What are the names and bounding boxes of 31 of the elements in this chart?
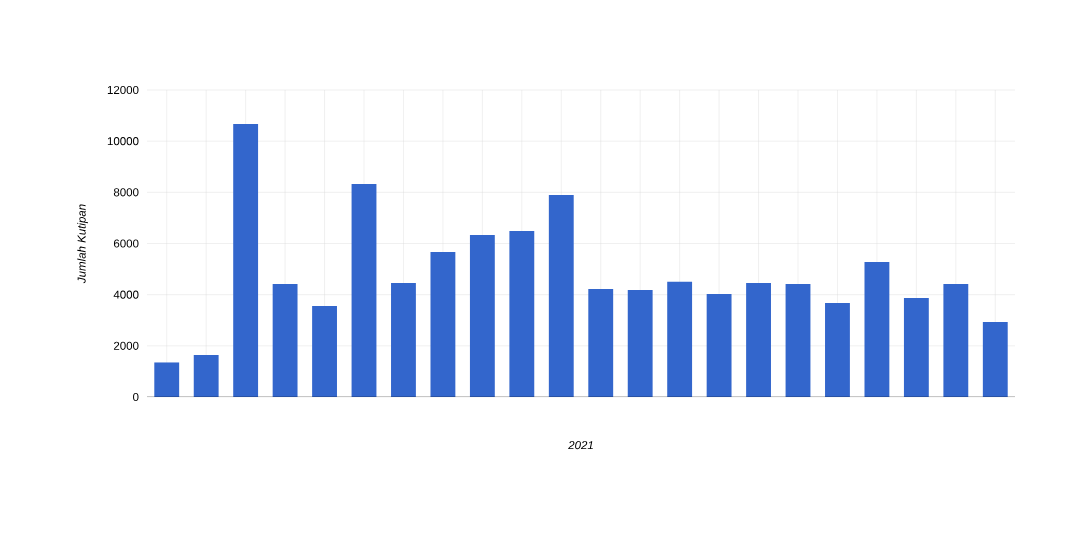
bar <box>627 290 653 397</box>
bar <box>706 293 732 397</box>
y-tick-label: 4000 <box>113 290 139 299</box>
bar <box>667 281 693 397</box>
bar <box>272 283 298 397</box>
bar <box>312 305 337 397</box>
bar <box>509 230 535 397</box>
bar <box>233 124 259 397</box>
bar <box>943 283 969 397</box>
y-tick-label: 0 <box>133 392 139 402</box>
x-axis-title: 2021 <box>568 441 593 450</box>
bar <box>588 289 614 397</box>
bar <box>193 355 219 397</box>
bar <box>903 297 929 397</box>
bar <box>469 235 495 397</box>
bar <box>430 251 456 397</box>
bar <box>785 283 811 397</box>
y-tick-label: 12000 <box>107 85 139 95</box>
y-tick-label: 2000 <box>113 341 139 350</box>
bar <box>746 282 771 397</box>
bar <box>548 194 574 397</box>
bar <box>351 183 377 397</box>
bar <box>391 282 416 397</box>
y-axis-title: Jumlah Kutipan <box>77 204 88 284</box>
y-tick-label: 10000 <box>107 137 139 146</box>
bar <box>154 362 180 397</box>
bar <box>825 303 850 397</box>
bar <box>864 261 890 397</box>
bar <box>982 322 1008 397</box>
y-tick-label: 6000 <box>113 239 139 248</box>
y-tick-label: 8000 <box>113 188 139 197</box>
